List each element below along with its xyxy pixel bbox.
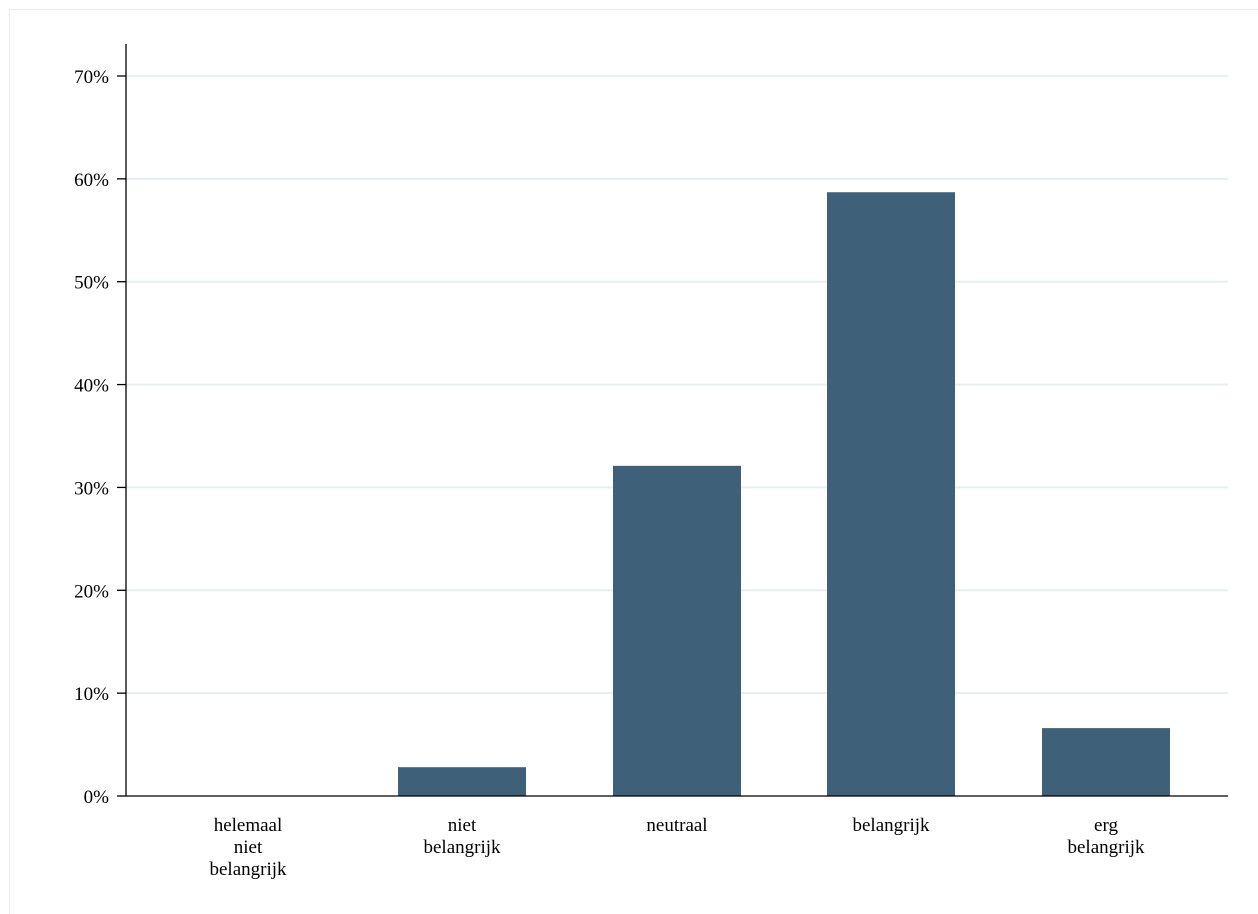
y-tick-label: 60%: [74, 170, 109, 191]
y-tick-label: 0%: [84, 787, 110, 808]
x-category-label: erg belangrijk: [1067, 815, 1145, 858]
y-tick-label: 20%: [74, 581, 109, 602]
bar: [1042, 728, 1170, 796]
x-category-label: belangrijk: [852, 815, 930, 836]
y-tick-label: 30%: [74, 478, 109, 499]
y-tick-label: 40%: [74, 376, 109, 397]
bars: [398, 192, 1170, 796]
x-category-label: neutraal: [646, 815, 707, 836]
y-tick-label: 70%: [74, 67, 109, 88]
x-category-label: niet belangrijk: [423, 815, 501, 858]
bar: [398, 767, 526, 796]
bar: [613, 465, 741, 796]
y-tick-label: 10%: [74, 684, 109, 705]
axes: [125, 44, 1228, 797]
chart-frame: [9, 9, 1258, 914]
x-axis-labels: helemaal niet belangrijk niet belangrijk neut…: [209, 815, 1145, 880]
x-category-label: helemaal niet belangrijk: [209, 815, 287, 880]
y-tick-label: 50%: [74, 273, 109, 294]
y-axis-ticks: 0% 10% 20% 30% 40% 50% 60% 70%: [74, 67, 126, 808]
bar: [827, 192, 955, 796]
